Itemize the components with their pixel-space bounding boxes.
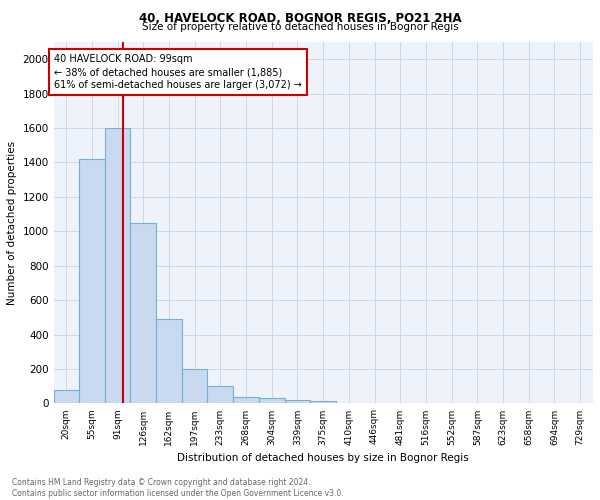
Bar [259, 398, 284, 404]
Bar [208, 386, 233, 404]
Bar [130, 222, 156, 404]
Text: Size of property relative to detached houses in Bognor Regis: Size of property relative to detached ho… [142, 22, 458, 32]
X-axis label: Distribution of detached houses by size in Bognor Regis: Distribution of detached houses by size … [178, 453, 469, 463]
Text: 40 HAVELOCK ROAD: 99sqm
← 38% of detached houses are smaller (1,885)
61% of semi: 40 HAVELOCK ROAD: 99sqm ← 38% of detache… [55, 54, 302, 90]
Bar [53, 390, 79, 404]
Bar [156, 319, 182, 404]
Bar [310, 401, 336, 404]
Y-axis label: Number of detached properties: Number of detached properties [7, 140, 17, 305]
Bar [104, 128, 130, 404]
Bar [79, 159, 104, 404]
Text: 40, HAVELOCK ROAD, BOGNOR REGIS, PO21 2HA: 40, HAVELOCK ROAD, BOGNOR REGIS, PO21 2H… [139, 12, 461, 26]
Text: Contains HM Land Registry data © Crown copyright and database right 2024.
Contai: Contains HM Land Registry data © Crown c… [12, 478, 344, 498]
Bar [182, 369, 208, 404]
Bar [284, 400, 310, 404]
Bar [233, 396, 259, 404]
